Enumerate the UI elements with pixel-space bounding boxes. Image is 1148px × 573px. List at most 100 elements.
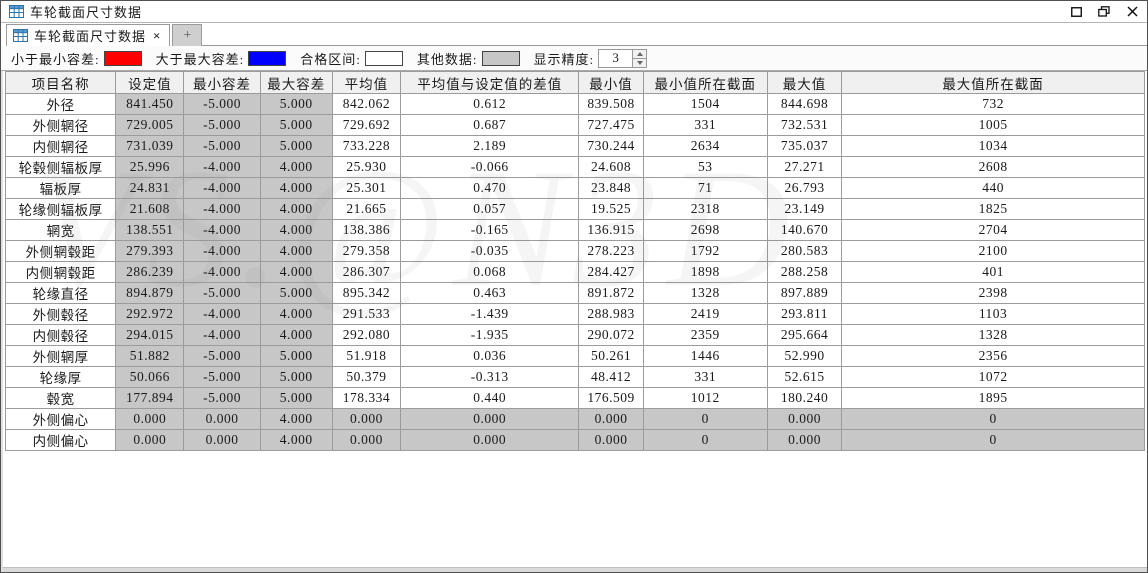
value-cell[interactable]: 292.080 xyxy=(331,324,402,346)
value-cell[interactable]: 2419 xyxy=(642,303,768,325)
value-cell[interactable]: 1792 xyxy=(642,240,768,262)
value-cell[interactable]: 24.831 xyxy=(115,177,185,199)
value-cell[interactable]: 25.930 xyxy=(331,156,402,178)
value-cell[interactable]: 293.811 xyxy=(766,303,843,325)
value-cell[interactable]: 401 xyxy=(841,261,1145,283)
value-cell[interactable]: -5.000 xyxy=(183,282,261,304)
value-cell[interactable]: 0 xyxy=(841,408,1145,430)
value-cell[interactable]: 5.000 xyxy=(259,114,333,136)
value-cell[interactable]: 136.915 xyxy=(578,219,644,241)
value-cell[interactable]: 279.393 xyxy=(115,240,185,262)
value-cell[interactable]: 331 xyxy=(642,114,768,136)
tab-close-icon[interactable]: × xyxy=(153,28,161,43)
value-cell[interactable]: -5.000 xyxy=(183,135,261,157)
value-cell[interactable]: 4.000 xyxy=(259,429,333,451)
value-cell[interactable]: 440 xyxy=(841,177,1145,199)
value-cell[interactable]: 52.615 xyxy=(766,366,843,388)
value-cell[interactable]: 288.258 xyxy=(766,261,843,283)
value-cell[interactable]: 5.000 xyxy=(259,93,333,115)
item-name-cell[interactable]: 外侧辋径 xyxy=(4,114,117,136)
value-cell[interactable]: 19.525 xyxy=(578,198,644,220)
item-name-cell[interactable]: 轮缘侧辐板厚 xyxy=(4,198,117,220)
value-cell[interactable]: 5.000 xyxy=(259,282,333,304)
value-cell[interactable]: 0.000 xyxy=(115,429,185,451)
value-cell[interactable]: 0.036 xyxy=(399,345,580,367)
spin-up-button[interactable] xyxy=(633,49,647,58)
value-cell[interactable]: 50.261 xyxy=(578,345,644,367)
value-cell[interactable]: 138.551 xyxy=(115,219,185,241)
value-cell[interactable]: 1103 xyxy=(841,303,1145,325)
value-cell[interactable]: 0.000 xyxy=(399,408,580,430)
value-cell[interactable]: 176.509 xyxy=(578,387,644,409)
value-cell[interactable]: 842.062 xyxy=(331,93,402,115)
precision-spinner[interactable]: 3 xyxy=(598,48,648,68)
value-cell[interactable]: 2359 xyxy=(642,324,768,346)
value-cell[interactable]: 2100 xyxy=(841,240,1145,262)
value-cell[interactable]: 0.000 xyxy=(766,408,843,430)
value-cell[interactable]: 286.239 xyxy=(115,261,185,283)
value-cell[interactable]: 279.358 xyxy=(331,240,402,262)
value-cell[interactable]: 4.000 xyxy=(259,240,333,262)
value-cell[interactable]: 897.889 xyxy=(766,282,843,304)
value-cell[interactable]: 735.037 xyxy=(766,135,843,157)
value-cell[interactable]: 178.334 xyxy=(331,387,402,409)
value-cell[interactable]: 25.301 xyxy=(331,177,402,199)
value-cell[interactable]: 0.000 xyxy=(578,408,644,430)
value-cell[interactable]: 0.612 xyxy=(399,93,580,115)
value-cell[interactable]: 294.015 xyxy=(115,324,185,346)
value-cell[interactable]: 24.608 xyxy=(578,156,644,178)
value-cell[interactable]: 5.000 xyxy=(259,345,333,367)
value-cell[interactable]: 841.450 xyxy=(115,93,185,115)
value-cell[interactable]: 0.687 xyxy=(399,114,580,136)
value-cell[interactable]: -5.000 xyxy=(183,345,261,367)
value-cell[interactable]: -0.313 xyxy=(399,366,580,388)
item-name-cell[interactable]: 外径 xyxy=(4,93,117,115)
value-cell[interactable]: -4.000 xyxy=(183,303,261,325)
value-cell[interactable]: 0.000 xyxy=(399,429,580,451)
value-cell[interactable]: 1012 xyxy=(642,387,768,409)
value-cell[interactable]: 5.000 xyxy=(259,366,333,388)
value-cell[interactable]: 23.848 xyxy=(578,177,644,199)
value-cell[interactable]: 2608 xyxy=(841,156,1145,178)
value-cell[interactable]: 895.342 xyxy=(331,282,402,304)
value-cell[interactable]: 0.470 xyxy=(399,177,580,199)
item-name-cell[interactable]: 内侧偏心 xyxy=(4,429,117,451)
close-icon[interactable] xyxy=(1125,5,1139,18)
value-cell[interactable]: 732 xyxy=(841,93,1145,115)
value-cell[interactable]: 27.271 xyxy=(766,156,843,178)
value-cell[interactable]: 1072 xyxy=(841,366,1145,388)
value-cell[interactable]: 280.583 xyxy=(766,240,843,262)
value-cell[interactable]: 21.608 xyxy=(115,198,185,220)
value-cell[interactable]: 727.475 xyxy=(578,114,644,136)
item-name-cell[interactable]: 外侧辋毂距 xyxy=(4,240,117,262)
value-cell[interactable]: -5.000 xyxy=(183,387,261,409)
value-cell[interactable]: 2704 xyxy=(841,219,1145,241)
value-cell[interactable]: 2398 xyxy=(841,282,1145,304)
value-cell[interactable]: 0 xyxy=(642,408,768,430)
value-cell[interactable]: 731.039 xyxy=(115,135,185,157)
item-name-cell[interactable]: 内侧辋径 xyxy=(4,135,117,157)
value-cell[interactable]: 331 xyxy=(642,366,768,388)
value-cell[interactable]: 844.698 xyxy=(766,93,843,115)
bottom-scroll-strip[interactable] xyxy=(3,567,1147,572)
above-max-color-swatch[interactable] xyxy=(248,50,287,66)
value-cell[interactable]: 4.000 xyxy=(259,156,333,178)
value-cell[interactable]: 1825 xyxy=(841,198,1145,220)
below-min-color-swatch[interactable] xyxy=(103,50,142,66)
value-cell[interactable]: -4.000 xyxy=(183,324,261,346)
value-cell[interactable]: 138.386 xyxy=(331,219,402,241)
item-name-cell[interactable]: 辋宽 xyxy=(4,219,117,241)
value-cell[interactable]: 278.223 xyxy=(578,240,644,262)
value-cell[interactable]: -1.935 xyxy=(399,324,580,346)
value-cell[interactable]: 1034 xyxy=(841,135,1145,157)
value-cell[interactable]: 2.189 xyxy=(399,135,580,157)
value-cell[interactable]: 1328 xyxy=(841,324,1145,346)
other-data-color-swatch[interactable] xyxy=(481,50,520,66)
value-cell[interactable]: 729.692 xyxy=(331,114,402,136)
value-cell[interactable]: 2634 xyxy=(642,135,768,157)
value-cell[interactable]: 25.996 xyxy=(115,156,185,178)
value-cell[interactable]: 0.057 xyxy=(399,198,580,220)
value-cell[interactable]: -1.439 xyxy=(399,303,580,325)
value-cell[interactable]: 0 xyxy=(642,429,768,451)
value-cell[interactable]: 1005 xyxy=(841,114,1145,136)
